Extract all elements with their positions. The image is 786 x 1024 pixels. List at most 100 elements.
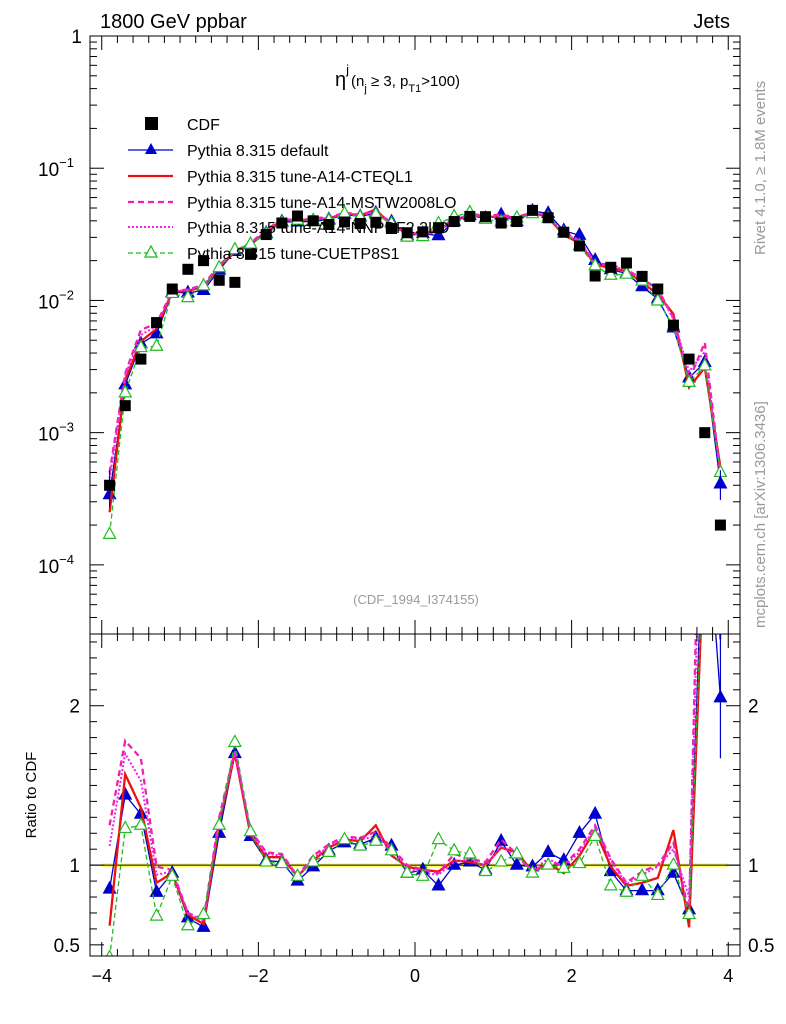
main-y-tick-label-1: 10−1 (38, 155, 74, 181)
data-point-cdf-27 (526, 204, 538, 216)
ratio-marker-cuetp8s1-12 (290, 868, 305, 881)
main-marker-cuetp8s1-32 (603, 267, 618, 280)
ratio-marker-cuetp8s1-6 (196, 906, 211, 920)
ratio-y-tick-label-right-2: 2 (748, 697, 759, 718)
ratio-marker-cuetp8s1-11 (274, 855, 289, 869)
ratio-line-nnpdf (108, 634, 698, 923)
main-marker-cuetp8s1-31 (588, 257, 603, 271)
ratio-line-cuetp8s1 (109, 634, 701, 956)
ratio-marker-cuetp8s1-24 (478, 863, 493, 877)
data-point-cdf-31 (589, 270, 601, 282)
plot-title: ηj(nj ≥ 3, pT1>100) (335, 62, 460, 95)
ratio-marker-cuetp8s1-8 (227, 734, 242, 747)
ratio-marker-cuetp8s1-37 (682, 906, 697, 920)
data-point-cdf-15 (339, 216, 351, 228)
data-point-cdf-17 (370, 216, 382, 228)
data-point-cdf-29 (558, 226, 570, 238)
main-marker-cuetp8s1-5 (180, 289, 195, 303)
axes: −4 −2 0 2 4 1 10−1 10−2 10−3 10−4 0.5 0.5 1 1 2 2 (38, 27, 774, 986)
analysis-id-footnote: (CDF_1994_I374155) (353, 592, 479, 607)
ratio-y-tick-label-left-0: 0.5 (54, 936, 80, 957)
data-point-cdf-38 (699, 427, 711, 439)
data-point-cdf-33 (620, 257, 632, 269)
ratio-marker-cuetp8s1-33 (619, 883, 634, 897)
main-y-tick-label-3: 10−3 (38, 420, 74, 446)
legend-label-mstw: Pythia 8.315 tune-A14-MSTW2008LO (187, 195, 456, 212)
data-point-cdf-6 (198, 255, 210, 267)
ratio-marker-default-28 (541, 844, 556, 857)
main-y-tick-label-0: 1 (71, 27, 82, 48)
data-point-cdf-4 (166, 283, 178, 295)
ratio-marker-cuetp8s1-0 (105, 949, 114, 956)
legend-marker-cdf (145, 117, 158, 130)
ratio-marker-cuetp8s1-18 (384, 842, 399, 856)
legend: CDF Pythia 8.315 default Pythia 8.315 tu… (128, 117, 456, 263)
data-point-cdf-5 (182, 263, 194, 275)
mcplots-label: mcplots.cern.ch [arXiv:1306.3436] (752, 401, 769, 628)
ratio-marker-cuetp8s1-35 (650, 887, 665, 901)
ratio-marker-cuetp8s1-36 (666, 856, 681, 870)
data-point-cdf-8 (229, 276, 241, 288)
data-point-cdf-23 (464, 210, 476, 222)
data-point-cdf-7 (213, 274, 225, 286)
main-marker-cuetp8s1-0 (102, 526, 117, 539)
ratio-line-mstw (108, 634, 722, 921)
legend-label-nnpdf: Pythia 8.315 tune-A14-NNPDF2.3LO (187, 220, 449, 237)
data-point-cdf-14 (323, 219, 335, 231)
legend-label-cteql1: Pythia 8.315 tune-A14-CTEQL1 (187, 169, 413, 186)
main-marker-cuetp8s1-7 (212, 259, 227, 273)
ratio-marker-default-21 (431, 877, 446, 891)
ratio-marker-cuetp8s1-21 (431, 831, 446, 845)
rivet-version-label: Rivet 4.1.0, ≥ 1.8M events (752, 81, 769, 255)
x-tick-label-0: −4 (91, 966, 112, 986)
main-plot-area (102, 202, 728, 539)
data-point-cdf-28 (542, 212, 554, 224)
ratio-marker-cuetp8s1-19 (400, 864, 415, 878)
data-point-cdf-19 (401, 227, 413, 239)
ratio-y-tick-label-left-2: 2 (69, 697, 80, 718)
data-point-cdf-12 (292, 210, 304, 222)
ratio-marker-cuetp8s1-34 (635, 868, 650, 881)
ratio-marker-cuetp8s1-9 (243, 823, 258, 837)
main-marker-cuetp8s1-35 (650, 292, 665, 306)
ratio-marker-cuetp8s1-13 (306, 853, 321, 867)
data-point-cdf-22 (448, 216, 460, 228)
ratio-frame (89, 633, 741, 957)
legend-label-default: Pythia 8.315 default (187, 143, 329, 160)
ratio-line-default (108, 634, 722, 929)
ratio-marker-cuetp8s1-4 (165, 868, 180, 881)
ratio-marker-default-6 (196, 919, 211, 932)
ratio-marker-cuetp8s1-15 (337, 831, 352, 845)
ratio-plot-area (102, 476, 728, 956)
ratio-marker-default-34 (635, 882, 650, 896)
header-left: 1800 GeV ppbar (100, 11, 247, 33)
ratio-marker-cuetp8s1-29 (556, 860, 571, 873)
ratio-marker-default-38 (699, 476, 711, 487)
data-point-cdf-0 (104, 479, 116, 491)
data-point-cdf-21 (432, 222, 444, 234)
main-marker-cuetp8s1-3 (149, 338, 164, 351)
x-tick-label-1: −2 (248, 966, 269, 986)
data-point-cdf-1 (119, 400, 131, 412)
main-marker-cuetp8s1-6 (196, 277, 211, 291)
ratio-marker-cuetp8s1-28 (541, 856, 556, 870)
main-y-tick-label-2: 10−2 (38, 287, 74, 313)
main-line-nnpdf (108, 211, 722, 479)
ratio-marker-cuetp8s1-23 (462, 845, 477, 859)
main-marker-cuetp8s1-8 (227, 241, 242, 255)
data-point-cdf-10 (260, 229, 272, 241)
ratio-marker-default-30 (572, 825, 587, 838)
ratio-y-tick-label-left-1: 1 (69, 856, 80, 877)
data-point-cdf-37 (683, 353, 695, 365)
data-point-cdf-20 (417, 226, 429, 238)
data-point-cdf-30 (573, 240, 585, 252)
main-marker-cuetp8s1-9 (243, 235, 258, 249)
legend-marker-cuetp8s1 (143, 244, 159, 258)
ratio-marker-cuetp8s1-38 (699, 507, 711, 518)
ratio-marker-cuetp8s1-5 (180, 917, 195, 931)
ratio-marker-cuetp8s1-3 (149, 907, 164, 921)
data-point-cdf-24 (479, 211, 491, 223)
data-point-cdf-16 (354, 217, 366, 229)
ratio-marker-cuetp8s1-31 (588, 828, 603, 842)
